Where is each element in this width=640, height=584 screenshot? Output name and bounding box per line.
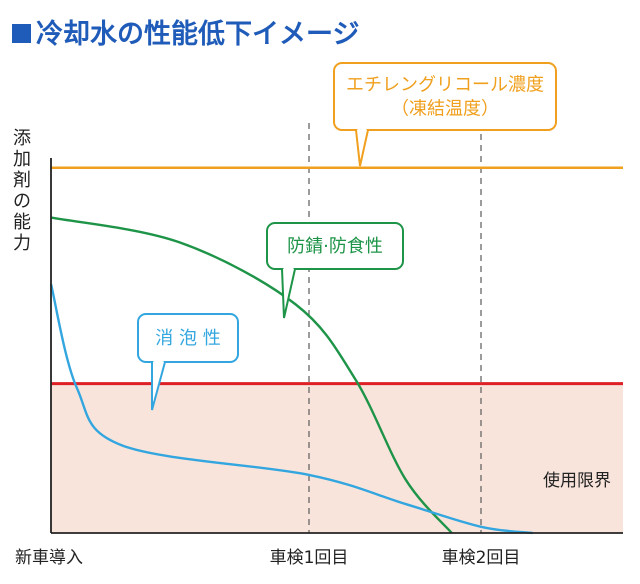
y-axis-label-char: 剤 [13, 170, 31, 191]
y-axis-label-char: の [13, 191, 31, 212]
y-axis-label-char: 能 [13, 212, 31, 233]
limit-zone [51, 383, 623, 533]
callout-box-foam [137, 313, 239, 363]
callout-label-glycol: （凍結温度） [391, 99, 499, 120]
callout-label-rust: 防錆·防食性 [287, 236, 383, 257]
limit-label: 使用限界 [543, 470, 611, 491]
chart-title: 冷却水の性能低下イメージ [36, 18, 359, 50]
callout-label-glycol: エチレングリコール濃度 [346, 75, 544, 96]
callout-box-rust [266, 222, 404, 270]
callout-label-foam: 消 泡 性 [155, 328, 220, 349]
x-tick-label: 車検2回目 [442, 548, 521, 568]
inspection-guides [308, 123, 482, 533]
x-tick-label: 新車導入 [15, 548, 83, 568]
title-square-icon [12, 24, 31, 43]
y-axis-label-char: 添 [13, 128, 31, 149]
callout-tail-foam [151, 361, 166, 411]
callout-tail-glycol [355, 129, 369, 167]
callout-tail-rust [281, 268, 296, 319]
series-line-rust [50, 216, 453, 534]
x-tick-labels: 新車導入 車検1回目 車検2回目 [15, 548, 520, 568]
y-axis-label-char: 力 [13, 233, 31, 254]
y-axis-label-char: 加 [13, 149, 31, 170]
callout-box-glycol [333, 62, 557, 131]
series-lines [49, 166, 623, 535]
series-line-foam [49, 283, 533, 535]
x-tick-label: 車検1回目 [270, 548, 349, 568]
